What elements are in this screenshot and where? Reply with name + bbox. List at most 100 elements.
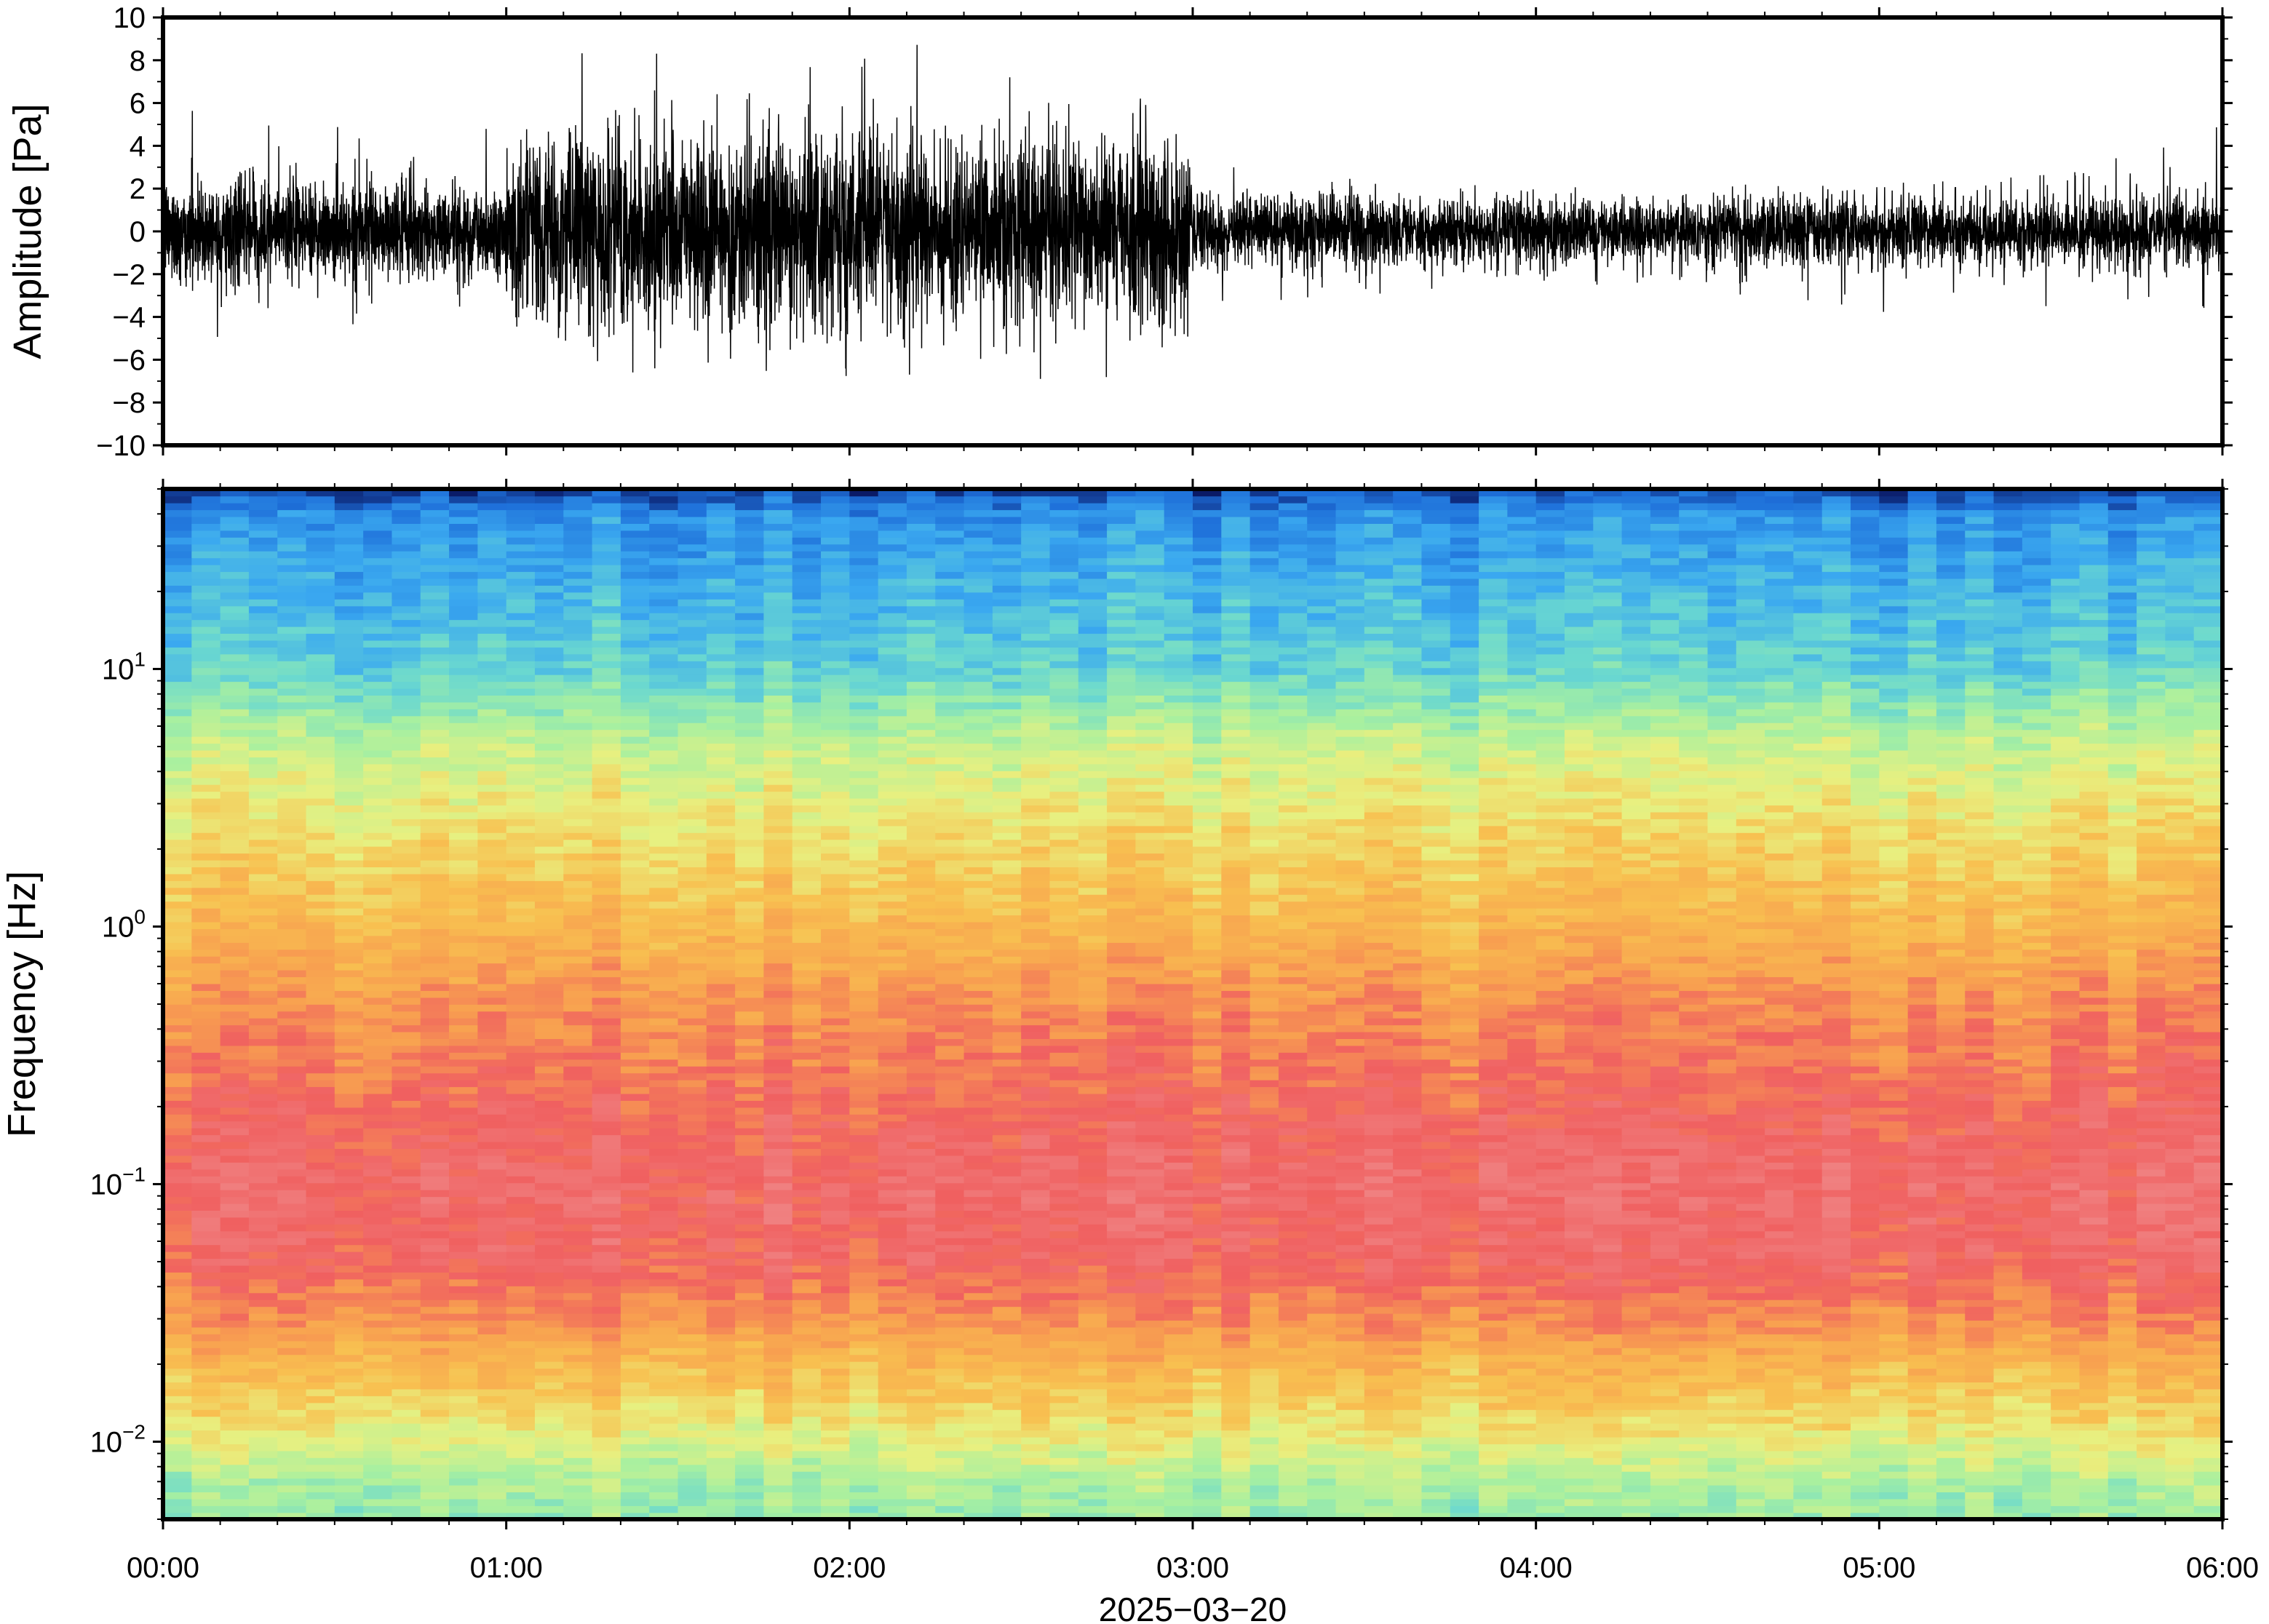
spectrogram-cell xyxy=(248,1079,279,1088)
spectrogram-cell xyxy=(1107,1286,1137,1294)
spectrogram-cell xyxy=(1193,1265,1223,1273)
spectrogram-cell xyxy=(163,1354,193,1362)
spectrogram-cell xyxy=(906,1278,937,1286)
spectrogram-cell xyxy=(906,1348,937,1356)
spectrogram-cell xyxy=(2193,1224,2222,1232)
spectrogram-cell xyxy=(2165,1176,2195,1184)
spectrogram-cell xyxy=(1879,1470,1909,1479)
spectrogram-cell xyxy=(592,1134,621,1142)
spectrogram-cell xyxy=(191,1127,221,1136)
spectrogram-cell xyxy=(1278,1272,1308,1280)
spectrogram-cell xyxy=(906,1306,937,1314)
spectrogram-cell xyxy=(1593,1348,1623,1356)
spectrogram-cell xyxy=(2079,1402,2109,1410)
spectrogram-cell xyxy=(1679,1334,1709,1342)
spectrogram-cell xyxy=(792,1444,822,1452)
spectrogram-cell xyxy=(506,1114,536,1122)
spectrogram-cell xyxy=(334,1278,364,1286)
spectrogram-cell xyxy=(2137,1374,2166,1382)
spectrogram-cell xyxy=(1564,1141,1594,1150)
spectrogram-cell xyxy=(506,1457,536,1465)
spectrogram-cell xyxy=(248,1340,279,1348)
spectrogram-cell xyxy=(163,1478,193,1486)
spectrogram-cell xyxy=(1736,1189,1765,1198)
spectrogram-cell xyxy=(2165,1258,2195,1266)
spectrogram-cell xyxy=(992,1409,1022,1417)
spectrogram-cell xyxy=(849,1072,879,1080)
spectrogram-cell xyxy=(2137,1450,2166,1458)
spectrogram-cell xyxy=(1307,1059,1337,1067)
spectrogram-cell xyxy=(1278,1196,1308,1204)
spectrogram-cell xyxy=(821,1313,851,1321)
spectrogram-cell xyxy=(1164,1354,1193,1362)
spectrogram-cell xyxy=(963,1396,993,1404)
spectrogram-cell xyxy=(935,1045,965,1053)
spectrogram-cell xyxy=(735,1244,765,1252)
spectrogram-cell xyxy=(1021,1203,1051,1211)
spectrogram-cell xyxy=(1393,1313,1423,1321)
spectrogram-cell xyxy=(306,1340,335,1348)
spectrogram-cell xyxy=(334,1299,364,1307)
spectrogram-cell xyxy=(191,1450,221,1458)
spectrogram-cell xyxy=(763,1272,793,1280)
spectrogram-cell xyxy=(1507,1492,1537,1500)
spectrogram-cell xyxy=(1135,1292,1165,1300)
spectrogram-cell xyxy=(963,1334,993,1342)
spectrogram-cell xyxy=(1679,1388,1709,1396)
spectrogram-cell xyxy=(821,1348,851,1356)
spectrogram-cell xyxy=(792,1354,822,1362)
spectrogram-cell xyxy=(1707,1361,1737,1369)
spectrogram-cell xyxy=(1965,1272,1995,1280)
spectrogram-cell xyxy=(1507,1134,1537,1142)
spectrogram-cell xyxy=(735,1182,765,1190)
spectrogram-cell xyxy=(849,1361,879,1369)
spectrogram-cell xyxy=(1535,1114,1565,1122)
spectrogram-cell xyxy=(821,1382,851,1390)
spectrogram-cell xyxy=(792,1388,822,1396)
spectrogram-cell xyxy=(1621,1470,1651,1479)
spectrogram-cell xyxy=(677,1251,707,1259)
spectrogram-cell xyxy=(1078,1492,1108,1500)
spectrogram-cell xyxy=(992,1196,1022,1204)
spectrogram-cell xyxy=(563,1409,593,1417)
spectrogram-cell xyxy=(1221,1306,1251,1314)
spectrogram-cell xyxy=(1621,1402,1651,1410)
spectrogram-cell xyxy=(1278,1492,1308,1500)
spectrogram-cell xyxy=(1421,1340,1451,1348)
spectrogram-cell xyxy=(821,1230,851,1238)
spectrogram-cell xyxy=(763,1444,793,1452)
spectrogram-cell xyxy=(649,1396,679,1404)
spectrogram-cell xyxy=(334,1251,364,1259)
spectrogram-cell xyxy=(1393,1484,1423,1493)
spectrogram-cell xyxy=(1135,1237,1165,1246)
spectrogram-cell xyxy=(878,1457,907,1465)
spectrogram-cell xyxy=(878,1265,907,1273)
spectrogram-cell xyxy=(1965,1244,1995,1252)
spectrogram-cell xyxy=(1307,1292,1337,1300)
spectrogram-cell xyxy=(449,1292,479,1300)
spectrogram-cell xyxy=(420,1416,450,1424)
spectrogram-cell xyxy=(878,1464,907,1472)
spectrogram-cell xyxy=(1221,1093,1251,1101)
spectrogram-cell xyxy=(1621,1045,1651,1053)
spectrogram-cell xyxy=(248,1182,279,1190)
spectrogram-cell xyxy=(849,1162,879,1170)
spectrogram-cell xyxy=(1307,1072,1337,1080)
spectrogram-cell xyxy=(1907,1134,1937,1142)
spectrogram-cell xyxy=(306,1272,335,1280)
spectrogram-cell xyxy=(163,1079,193,1088)
spectrogram-cell xyxy=(1507,1326,1537,1334)
spectrogram-cell xyxy=(1164,1478,1193,1486)
spectrogram-cell xyxy=(2079,1430,2109,1438)
spectrogram-cell xyxy=(1078,1368,1108,1376)
spectrogram-cell xyxy=(992,1450,1022,1458)
spectrogram-cell xyxy=(763,1086,793,1094)
spectrogram-cell xyxy=(1679,1134,1709,1142)
spectrogram-cell xyxy=(277,1450,307,1458)
spectrogram-cell xyxy=(1793,1450,1823,1458)
spectrogram-cell xyxy=(1621,1100,1651,1108)
spectrogram-cell xyxy=(1907,1045,1937,1053)
spectrogram-cell xyxy=(735,1155,765,1163)
spectrogram-cell xyxy=(1564,1203,1594,1211)
spectrogram-cell xyxy=(2079,1182,2109,1190)
